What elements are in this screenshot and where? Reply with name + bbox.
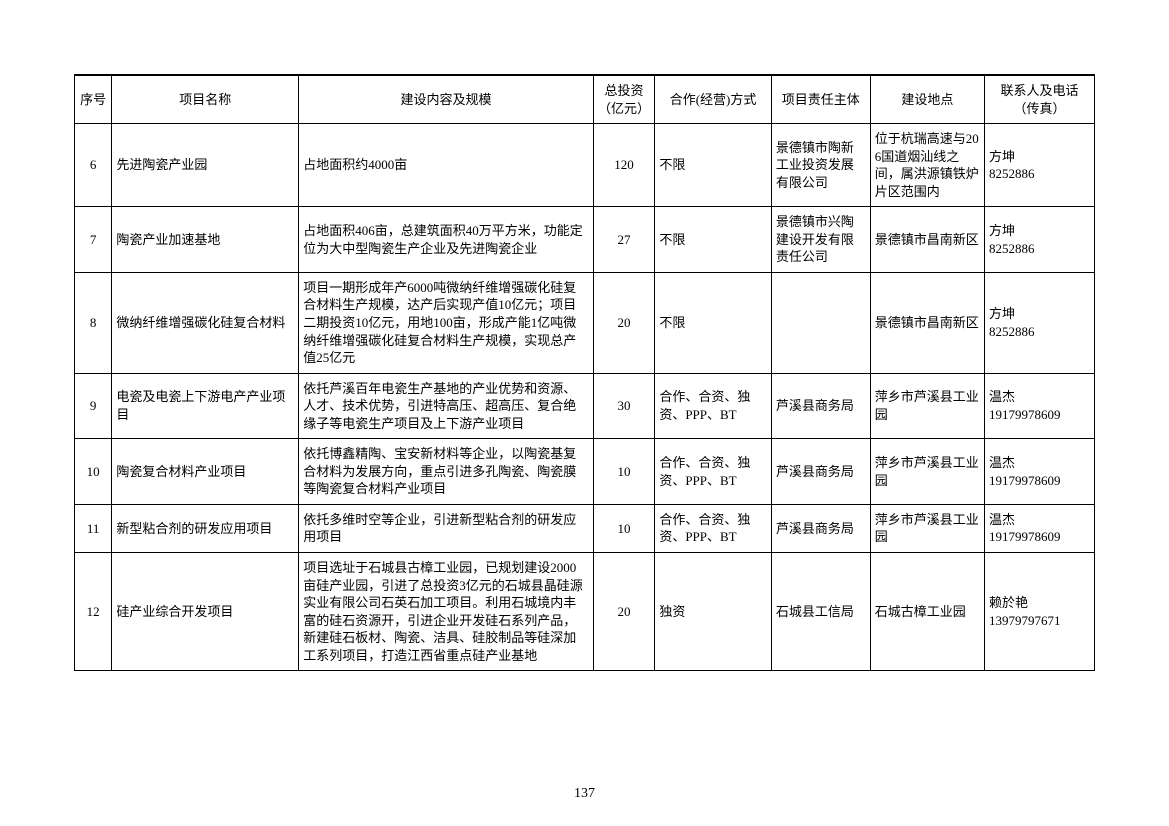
cell-responsible xyxy=(771,272,870,373)
col-header-location: 建设地点 xyxy=(870,75,984,124)
cell-location: 位于杭瑞高速与206国道烟汕线之间，属洪源镇铁炉片区范围内 xyxy=(870,124,984,207)
cell-desc: 占地面积406亩，总建筑面积40万平方米，功能定位为大中型陶瓷生产企业及先进陶瓷… xyxy=(299,207,594,273)
table-row: 8微纳纤维增强碳化硅复合材料项目一期形成年产6000吨微纳纤维增强碳化硅复合材料… xyxy=(75,272,1095,373)
cell-investment: 27 xyxy=(593,207,655,273)
cell-coop: 独资 xyxy=(655,553,772,671)
cell-seq: 11 xyxy=(75,504,112,552)
cell-coop: 合作、合资、独资、PPP、BT xyxy=(655,373,772,439)
cell-location: 景德镇市昌南新区 xyxy=(870,272,984,373)
cell-investment: 20 xyxy=(593,553,655,671)
col-header-contact: 联系人及电话（传真） xyxy=(985,75,1095,124)
cell-location: 萍乡市芦溪县工业园 xyxy=(870,373,984,439)
projects-table: 序号 项目名称 建设内容及规模 总投资（亿元） 合作(经营)方式 项目责任主体 … xyxy=(74,74,1095,671)
cell-desc: 依托博鑫精陶、宝安新材料等企业，以陶瓷基复合材料为发展方向，重点引进多孔陶瓷、陶… xyxy=(299,439,594,505)
page-number: 137 xyxy=(0,786,1169,802)
cell-contact: 温杰 19179978609 xyxy=(985,439,1095,505)
cell-coop: 不限 xyxy=(655,272,772,373)
cell-name: 硅产业综合开发项目 xyxy=(112,553,299,671)
cell-desc: 依托多维时空等企业，引进新型粘合剂的研发应用项目 xyxy=(299,504,594,552)
cell-contact: 方坤 8252886 xyxy=(985,207,1095,273)
col-header-seq: 序号 xyxy=(75,75,112,124)
cell-seq: 8 xyxy=(75,272,112,373)
cell-seq: 12 xyxy=(75,553,112,671)
col-header-coop: 合作(经营)方式 xyxy=(655,75,772,124)
cell-name: 陶瓷复合材料产业项目 xyxy=(112,439,299,505)
cell-responsible: 芦溪县商务局 xyxy=(771,504,870,552)
cell-responsible: 芦溪县商务局 xyxy=(771,373,870,439)
cell-investment: 20 xyxy=(593,272,655,373)
col-header-responsible: 项目责任主体 xyxy=(771,75,870,124)
cell-desc: 占地面积约4000亩 xyxy=(299,124,594,207)
cell-contact: 方坤 8252886 xyxy=(985,272,1095,373)
table-row: 6先进陶瓷产业园占地面积约4000亩120不限景德镇市陶新工业投资发展有限公司位… xyxy=(75,124,1095,207)
col-header-name: 项目名称 xyxy=(112,75,299,124)
table-header: 序号 项目名称 建设内容及规模 总投资（亿元） 合作(经营)方式 项目责任主体 … xyxy=(75,75,1095,124)
table-row: 12硅产业综合开发项目项目选址于石城县古樟工业园，已规划建设2000亩硅产业园，… xyxy=(75,553,1095,671)
cell-coop: 合作、合资、独资、PPP、BT xyxy=(655,439,772,505)
cell-investment: 10 xyxy=(593,439,655,505)
cell-name: 陶瓷产业加速基地 xyxy=(112,207,299,273)
cell-responsible: 景德镇市兴陶建设开发有限责任公司 xyxy=(771,207,870,273)
cell-desc: 项目选址于石城县古樟工业园，已规划建设2000亩硅产业园，引进了总投资3亿元的石… xyxy=(299,553,594,671)
cell-name: 先进陶瓷产业园 xyxy=(112,124,299,207)
cell-contact: 方坤 8252886 xyxy=(985,124,1095,207)
cell-investment: 10 xyxy=(593,504,655,552)
col-header-desc: 建设内容及规模 xyxy=(299,75,594,124)
cell-responsible: 景德镇市陶新工业投资发展有限公司 xyxy=(771,124,870,207)
cell-contact: 赖於艳 13979797671 xyxy=(985,553,1095,671)
cell-investment: 120 xyxy=(593,124,655,207)
cell-coop: 不限 xyxy=(655,207,772,273)
cell-responsible: 芦溪县商务局 xyxy=(771,439,870,505)
cell-investment: 30 xyxy=(593,373,655,439)
cell-name: 新型粘合剂的研发应用项目 xyxy=(112,504,299,552)
cell-location: 萍乡市芦溪县工业园 xyxy=(870,439,984,505)
cell-location: 石城古樟工业园 xyxy=(870,553,984,671)
cell-seq: 6 xyxy=(75,124,112,207)
cell-location: 萍乡市芦溪县工业园 xyxy=(870,504,984,552)
table-row: 11新型粘合剂的研发应用项目依托多维时空等企业，引进新型粘合剂的研发应用项目10… xyxy=(75,504,1095,552)
cell-desc: 依托芦溪百年电瓷生产基地的产业优势和资源、人才、技术优势，引进特高压、超高压、复… xyxy=(299,373,594,439)
cell-coop: 不限 xyxy=(655,124,772,207)
cell-name: 微纳纤维增强碳化硅复合材料 xyxy=(112,272,299,373)
cell-name: 电瓷及电瓷上下游电产产业项目 xyxy=(112,373,299,439)
table-row: 9电瓷及电瓷上下游电产产业项目依托芦溪百年电瓷生产基地的产业优势和资源、人才、技… xyxy=(75,373,1095,439)
table-body: 6先进陶瓷产业园占地面积约4000亩120不限景德镇市陶新工业投资发展有限公司位… xyxy=(75,124,1095,671)
col-header-investment: 总投资（亿元） xyxy=(593,75,655,124)
table-row: 7陶瓷产业加速基地占地面积406亩，总建筑面积40万平方米，功能定位为大中型陶瓷… xyxy=(75,207,1095,273)
cell-contact: 温杰 19179978609 xyxy=(985,373,1095,439)
cell-seq: 9 xyxy=(75,373,112,439)
table-row: 10陶瓷复合材料产业项目依托博鑫精陶、宝安新材料等企业，以陶瓷基复合材料为发展方… xyxy=(75,439,1095,505)
cell-seq: 7 xyxy=(75,207,112,273)
cell-seq: 10 xyxy=(75,439,112,505)
cell-contact: 温杰 19179978609 xyxy=(985,504,1095,552)
cell-responsible: 石城县工信局 xyxy=(771,553,870,671)
cell-desc: 项目一期形成年产6000吨微纳纤维增强碳化硅复合材料生产规模，达产后实现产值10… xyxy=(299,272,594,373)
cell-location: 景德镇市昌南新区 xyxy=(870,207,984,273)
cell-coop: 合作、合资、独资、PPP、BT xyxy=(655,504,772,552)
